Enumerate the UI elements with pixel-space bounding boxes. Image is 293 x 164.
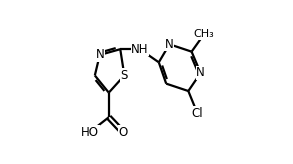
- Text: NH: NH: [131, 43, 149, 56]
- Text: N: N: [96, 48, 104, 62]
- Text: N: N: [196, 66, 205, 80]
- Text: HO: HO: [81, 125, 99, 139]
- Text: N: N: [165, 38, 174, 51]
- Text: S: S: [121, 69, 128, 82]
- Text: Cl: Cl: [192, 107, 203, 120]
- Text: O: O: [118, 125, 127, 139]
- Text: CH₃: CH₃: [193, 30, 214, 39]
